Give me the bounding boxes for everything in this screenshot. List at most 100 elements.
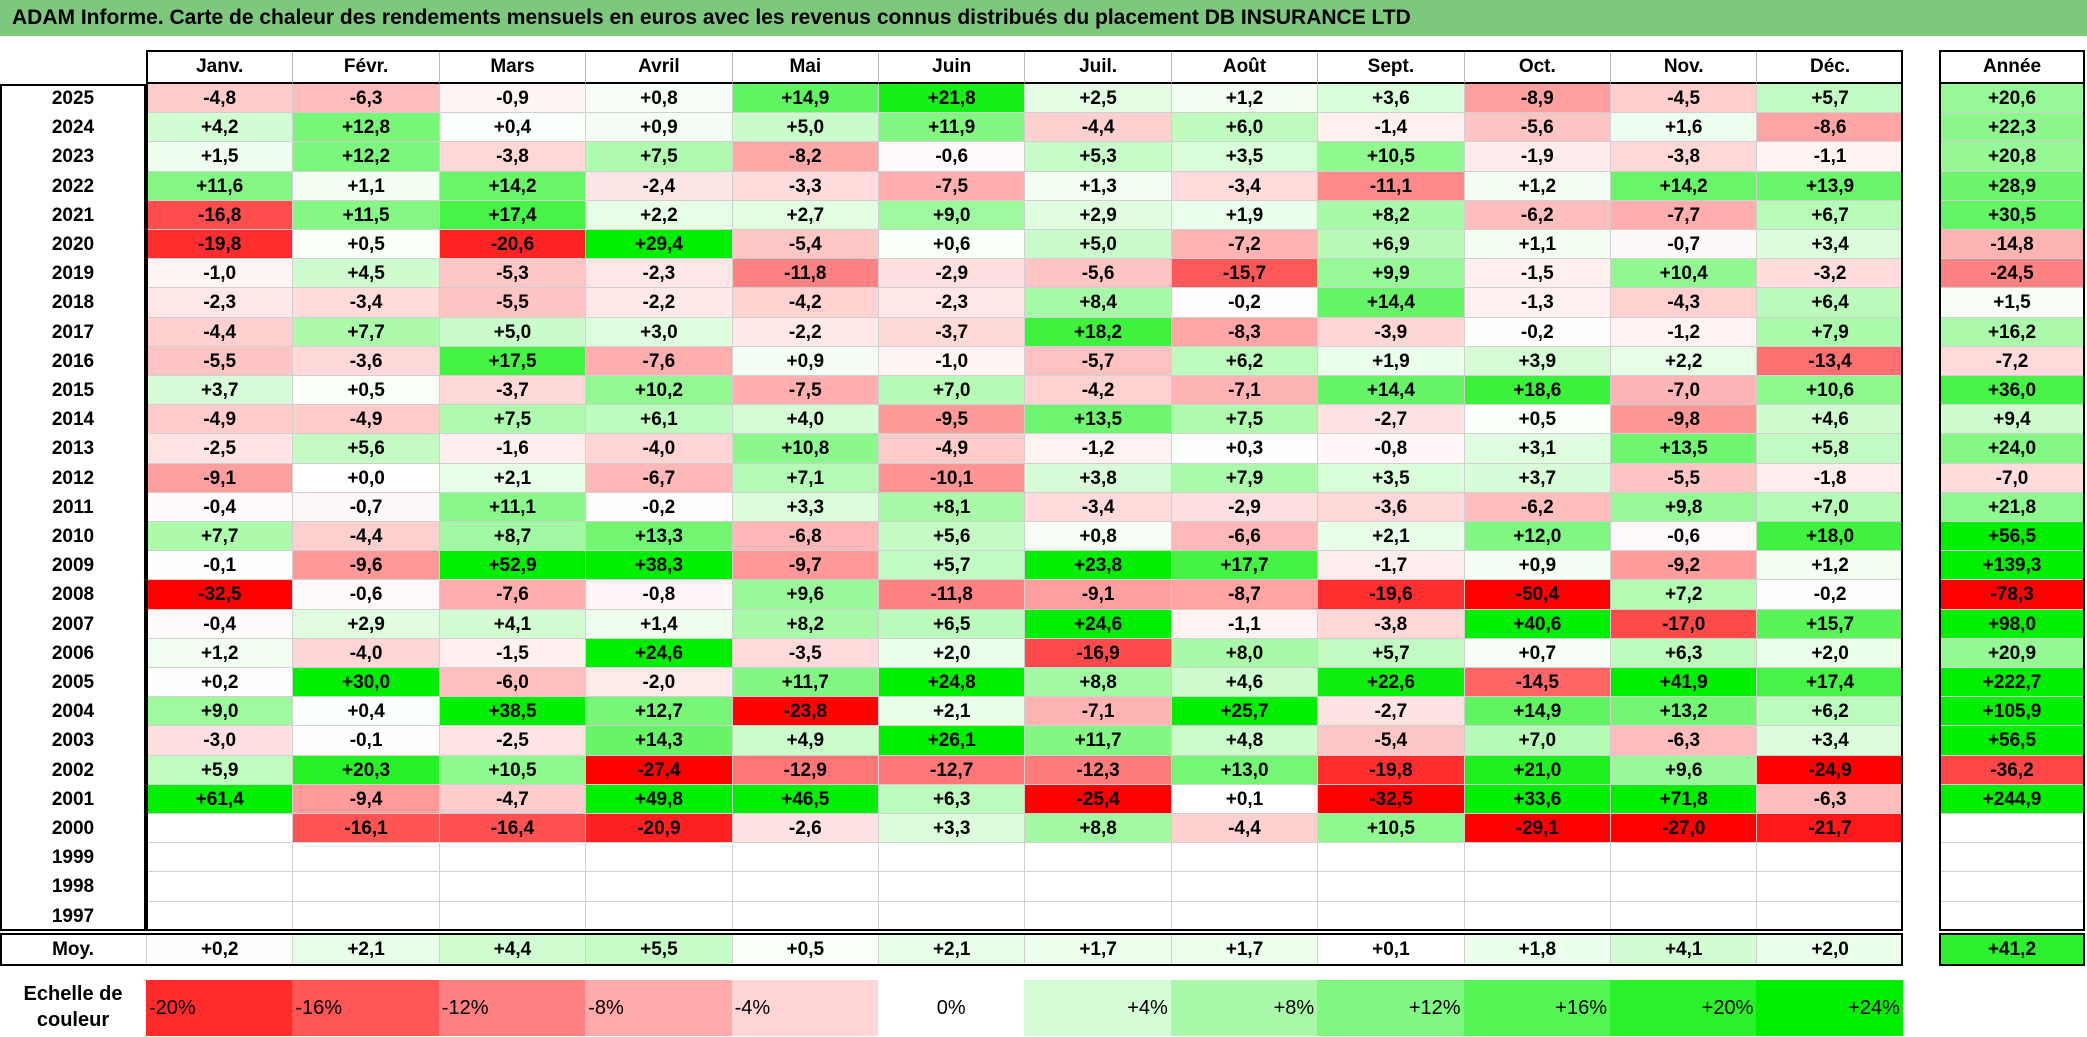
heatmap-cell: -23,8 <box>731 697 878 727</box>
annual-cell: +22,3 <box>1939 113 2085 143</box>
heatmap-cell: +6,5 <box>878 609 1025 639</box>
heatmap-cell: -5,3 <box>438 259 586 289</box>
heatmap-cell: +6,1 <box>585 405 732 435</box>
heatmap-cell: -17,0 <box>1610 609 1757 639</box>
heatmap-cell <box>1463 872 1610 902</box>
heatmap-cell: +7,2 <box>1610 580 1757 610</box>
row-year-label: 1999 <box>51 847 95 869</box>
heatmap-cell: -1,1 <box>1756 142 1903 172</box>
heatmap-cell: -1,7 <box>1317 551 1464 581</box>
heatmap-cell: +3,1 <box>1463 434 1610 464</box>
heatmap-cell: +8,0 <box>1170 638 1318 668</box>
heatmap-cell: +10,4 <box>1610 259 1757 289</box>
heatmap-cell <box>1463 901 1610 931</box>
heatmap-cell: +33,6 <box>1463 784 1610 814</box>
heatmap-cell: -25,4 <box>1024 784 1171 814</box>
heatmap-cell: -0,8 <box>585 580 732 610</box>
average-cell: +4,1 <box>1610 933 1757 966</box>
heatmap-cell: +14,4 <box>1317 376 1464 406</box>
heatmap-cell: +26,1 <box>878 726 1025 756</box>
heatmap-cell: -0,2 <box>1756 580 1903 610</box>
heatmap-cell: +18,2 <box>1024 317 1171 347</box>
heatmap-cell: -3,4 <box>292 288 439 318</box>
row-year-label: 1997 <box>51 905 95 927</box>
heatmap-cell <box>1610 843 1757 873</box>
heatmap-cell: -3,0 <box>146 726 293 756</box>
heatmap-cell <box>292 872 439 902</box>
row-year-label: 2008 <box>51 584 95 606</box>
heatmap-cell: -4,4 <box>1170 814 1318 844</box>
heatmap-cell: +13,9 <box>1756 171 1903 201</box>
heatmap-cell: -4,9 <box>878 434 1025 464</box>
heatmap-cell: -5,6 <box>1024 259 1171 289</box>
heatmap-cell <box>1170 872 1318 902</box>
heatmap-cell: -0,6 <box>292 580 439 610</box>
heatmap-cell: +0,6 <box>878 230 1025 260</box>
heatmap-cell: -8,3 <box>1170 317 1318 347</box>
heatmap-cell: -0,1 <box>292 726 439 756</box>
heatmap-cell: -6,0 <box>438 668 586 698</box>
color-scale-stop: +4% <box>1024 980 1171 1036</box>
heatmap-cell: +17,4 <box>438 200 586 230</box>
heatmap-cell: -0,2 <box>585 492 732 522</box>
heatmap-cell: +9,8 <box>1610 492 1757 522</box>
heatmap-cell: +2,2 <box>585 200 732 230</box>
heatmap-cell: -7,1 <box>1024 697 1171 727</box>
row-year-label: 2025 <box>51 88 95 109</box>
heatmap-cell <box>1170 901 1318 931</box>
annual-cell: +36,0 <box>1939 376 2085 406</box>
row-year-label: 2003 <box>51 730 95 752</box>
heatmap-cell: -10,1 <box>878 463 1025 493</box>
heatmap-cell: -21,7 <box>1756 814 1903 844</box>
heatmap-cell: -1,4 <box>1317 113 1464 143</box>
heatmap-cell: -1,5 <box>438 638 586 668</box>
heatmap-cell: -1,3 <box>1463 288 1610 318</box>
color-scale-stop: -16% <box>292 980 439 1036</box>
heatmap-cell: +12,7 <box>585 697 732 727</box>
heatmap-cell: +0,9 <box>585 113 732 143</box>
row-year-label: 2010 <box>51 526 95 547</box>
heatmap-cell: +7,7 <box>292 317 439 347</box>
annual-cell: +20,8 <box>1939 142 2085 172</box>
heatmap-cell: +18,0 <box>1756 522 1903 552</box>
heatmap-cell: -2,3 <box>878 288 1025 318</box>
heatmap-cell: +9,0 <box>878 200 1025 230</box>
row-year-label: 2021 <box>51 204 95 226</box>
heatmap-cell: -1,2 <box>1024 434 1171 464</box>
heatmap-cell: -20,6 <box>438 230 586 260</box>
heatmap-cell: -2,4 <box>585 171 732 201</box>
heatmap-cell: -4,9 <box>146 405 293 435</box>
heatmap-cell <box>731 872 878 902</box>
heatmap-cell: +7,0 <box>1463 726 1610 756</box>
color-scale-stop: +20% <box>1610 980 1757 1036</box>
heatmap-cell <box>878 843 1025 873</box>
row-year-label: 2020 <box>51 234 95 255</box>
heatmap-cell: -4,0 <box>585 434 732 464</box>
heatmap-cell: +38,5 <box>438 697 586 727</box>
heatmap-cell: -0,2 <box>1170 288 1318 318</box>
heatmap-cell: -5,7 <box>1024 346 1171 376</box>
heatmap-cell: -9,2 <box>1610 551 1757 581</box>
heatmap-cell: +5,6 <box>292 434 439 464</box>
heatmap-cell: +4,6 <box>1170 668 1318 698</box>
heatmap-cell: +4,9 <box>731 726 878 756</box>
average-cell: +0,5 <box>731 933 878 966</box>
row-year-label: 2006 <box>51 642 95 664</box>
heatmap-cell: +14,2 <box>1610 171 1757 201</box>
heatmap-cell: +29,4 <box>585 230 732 260</box>
heatmap-cell <box>1756 843 1903 873</box>
heatmap-cell: +1,6 <box>1610 113 1757 143</box>
heatmap-cell: -9,7 <box>731 551 878 581</box>
heatmap-cell: +11,5 <box>292 200 439 230</box>
annual-cell: -7,2 <box>1939 346 2085 376</box>
heatmap-cell: +8,8 <box>1024 668 1171 698</box>
report-title: ADAM Informe. Carte de chaleur des rende… <box>0 0 2087 36</box>
heatmap-cell: +0,5 <box>292 376 439 406</box>
annual-cell: +105,9 <box>1939 697 2085 727</box>
heatmap-cell: +13,5 <box>1610 434 1757 464</box>
heatmap-cell: -2,9 <box>1170 492 1318 522</box>
heatmap-cell: -7,2 <box>1170 230 1318 260</box>
heatmap-cell: +3,7 <box>146 376 293 406</box>
heatmap-cell: +5,0 <box>731 113 878 143</box>
heatmap-cell: -27,0 <box>1610 814 1757 844</box>
